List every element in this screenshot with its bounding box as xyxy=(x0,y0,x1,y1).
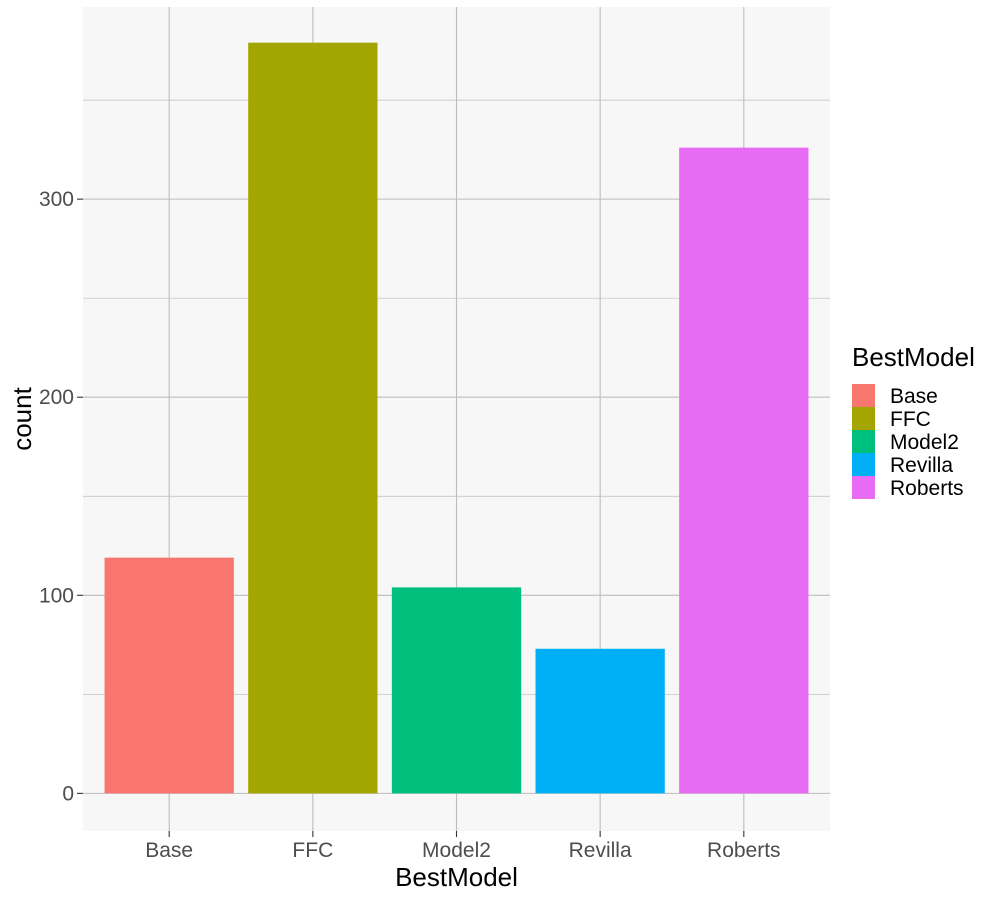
bar-base xyxy=(104,557,234,794)
bar-roberts xyxy=(679,147,809,794)
legend-key-ffc xyxy=(852,407,875,430)
y-axis-title: count xyxy=(7,386,37,450)
bar-model2 xyxy=(391,587,522,794)
bars xyxy=(104,42,809,794)
y-tick-label: 100 xyxy=(39,584,74,607)
y-axis: 0 100 200 300 xyxy=(39,188,83,805)
x-tick-label: Roberts xyxy=(707,839,781,862)
x-tick-label: Revilla xyxy=(569,839,632,862)
x-axis-title: BestModel xyxy=(395,862,518,892)
x-axis: Base FFC Model2 Revilla Roberts xyxy=(145,831,781,862)
legend-key-roberts xyxy=(852,476,875,499)
x-tick-label: Base xyxy=(145,839,193,862)
x-tick-label: Model2 xyxy=(422,839,491,862)
legend-key-model2 xyxy=(852,430,875,453)
legend-label-base: Base xyxy=(890,385,938,408)
legend-key-revilla xyxy=(852,453,875,476)
y-tick-label: 0 xyxy=(62,782,74,805)
bar-ffc xyxy=(248,42,378,794)
legend-label-ffc: FFC xyxy=(890,408,931,431)
legend-key-base xyxy=(852,384,875,407)
y-tick-label: 300 xyxy=(39,188,74,211)
legend-label-revilla: Revilla xyxy=(890,454,953,477)
bar-revilla xyxy=(535,648,665,794)
y-tick-label: 200 xyxy=(39,386,74,409)
legend-label-roberts: Roberts xyxy=(890,477,964,500)
x-tick-label: FFC xyxy=(292,839,333,862)
legend-title: BestModel xyxy=(852,342,975,372)
legend-label-model2: Model2 xyxy=(890,431,959,454)
